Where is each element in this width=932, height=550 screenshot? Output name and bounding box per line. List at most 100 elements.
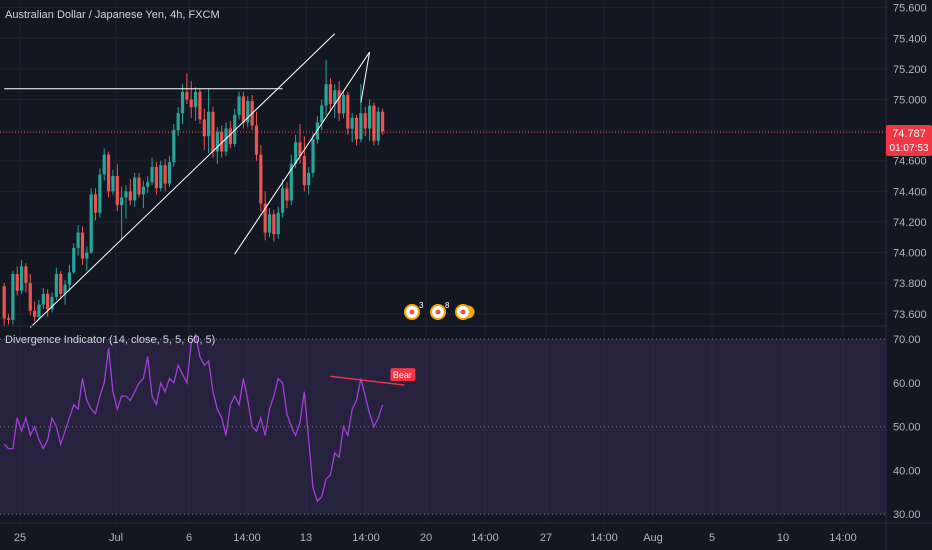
event-badge[interactable]: 8 [430, 301, 450, 320]
candle[interactable] [67, 264, 72, 291]
candle[interactable] [33, 301, 37, 322]
candle[interactable] [19, 260, 24, 294]
candle[interactable] [193, 87, 198, 121]
candle[interactable] [137, 172, 141, 198]
candle[interactable] [141, 180, 145, 209]
candle[interactable] [189, 81, 193, 118]
candle[interactable] [211, 107, 215, 158]
candle[interactable] [350, 113, 354, 143]
trendlines[interactable] [4, 33, 371, 328]
candle[interactable] [311, 133, 315, 178]
candle[interactable] [220, 125, 224, 158]
candle[interactable] [15, 266, 19, 296]
candle[interactable] [285, 182, 289, 209]
candle[interactable] [111, 169, 115, 195]
candle[interactable] [106, 151, 111, 198]
candle[interactable] [259, 145, 263, 212]
candle[interactable] [246, 96, 250, 128]
candle[interactable] [324, 59, 328, 115]
candle[interactable] [6, 313, 11, 325]
candle[interactable] [50, 292, 54, 313]
price-axis[interactable]: 73.60073.80074.00074.20074.40074.60074.8… [893, 3, 927, 321]
candle[interactable] [72, 243, 76, 274]
candle[interactable] [89, 188, 93, 255]
candle[interactable] [302, 136, 306, 192]
candle[interactable] [363, 107, 367, 137]
candle[interactable] [63, 280, 67, 305]
symbol-title[interactable]: Australian Dollar / Japanese Yen, 4h, FX… [5, 9, 220, 21]
candlestick-series[interactable] [2, 59, 385, 326]
candle[interactable] [367, 99, 372, 141]
candle[interactable] [254, 111, 259, 161]
candle[interactable] [28, 273, 32, 316]
candle[interactable] [337, 81, 341, 121]
indicator-title[interactable]: Divergence Indicator (14, close, 5, 5, 6… [5, 334, 215, 346]
candle[interactable] [128, 179, 132, 206]
candle[interactable] [272, 209, 276, 242]
candle[interactable] [307, 166, 311, 195]
candle[interactable] [80, 226, 85, 265]
candle[interactable] [381, 108, 385, 135]
candle[interactable] [76, 224, 80, 256]
candle[interactable] [176, 107, 180, 137]
trendline[interactable] [29, 33, 336, 328]
event-badge[interactable]: 3 [404, 301, 424, 320]
candle-body [350, 117, 354, 129]
candle[interactable] [233, 108, 237, 147]
candle[interactable] [202, 108, 206, 150]
candle[interactable] [2, 283, 6, 326]
candle[interactable] [207, 88, 211, 154]
candle[interactable] [289, 154, 293, 206]
candle[interactable] [354, 114, 359, 146]
candle[interactable] [180, 84, 185, 124]
candle[interactable] [359, 84, 363, 143]
candle[interactable] [46, 289, 50, 317]
event-badge[interactable] [455, 304, 476, 320]
candle[interactable] [59, 270, 63, 299]
candle[interactable] [163, 159, 167, 192]
candle[interactable] [346, 91, 350, 135]
candle[interactable] [333, 84, 337, 118]
candle[interactable] [120, 186, 124, 241]
candle-body [298, 142, 302, 157]
candle[interactable] [215, 127, 219, 164]
candle[interactable] [124, 185, 128, 219]
candle[interactable] [172, 123, 176, 167]
candle[interactable] [150, 157, 154, 186]
candle[interactable] [133, 172, 137, 207]
candle[interactable] [41, 287, 45, 310]
event-badge-dot [409, 309, 415, 315]
candle-body [372, 105, 376, 141]
candle[interactable] [263, 191, 267, 241]
candle[interactable] [115, 163, 119, 212]
candle[interactable] [376, 107, 380, 146]
candle[interactable] [102, 148, 106, 181]
candle[interactable] [328, 78, 333, 111]
candle[interactable] [167, 156, 172, 187]
candle[interactable] [93, 188, 98, 221]
time-axis[interactable]: 25 Jul 6 14:00 13 14:00 20 14:00 27 14:00 Aug 5 10 14… [14, 532, 857, 544]
candle[interactable] [98, 168, 102, 218]
candle[interactable] [198, 88, 202, 124]
indicator-axis[interactable]: 30.00 40.00 50.00 60.00 70.00 [893, 334, 921, 521]
candle[interactable] [237, 91, 241, 120]
candle[interactable] [24, 263, 28, 293]
candle[interactable] [54, 267, 58, 300]
candle[interactable] [280, 179, 285, 218]
candle[interactable] [37, 299, 41, 320]
candle[interactable] [320, 99, 324, 131]
candle[interactable] [341, 90, 346, 118]
candle[interactable] [85, 246, 89, 271]
trendline[interactable] [360, 51, 371, 103]
candle[interactable] [267, 208, 272, 238]
candle[interactable] [11, 270, 15, 325]
trendline[interactable] [234, 51, 370, 255]
candle[interactable] [372, 102, 376, 146]
candle[interactable] [154, 162, 159, 195]
candle[interactable] [159, 160, 163, 192]
candle[interactable] [276, 206, 280, 239]
price-tick-label: 74.600 [893, 156, 927, 168]
candle[interactable] [146, 176, 150, 193]
